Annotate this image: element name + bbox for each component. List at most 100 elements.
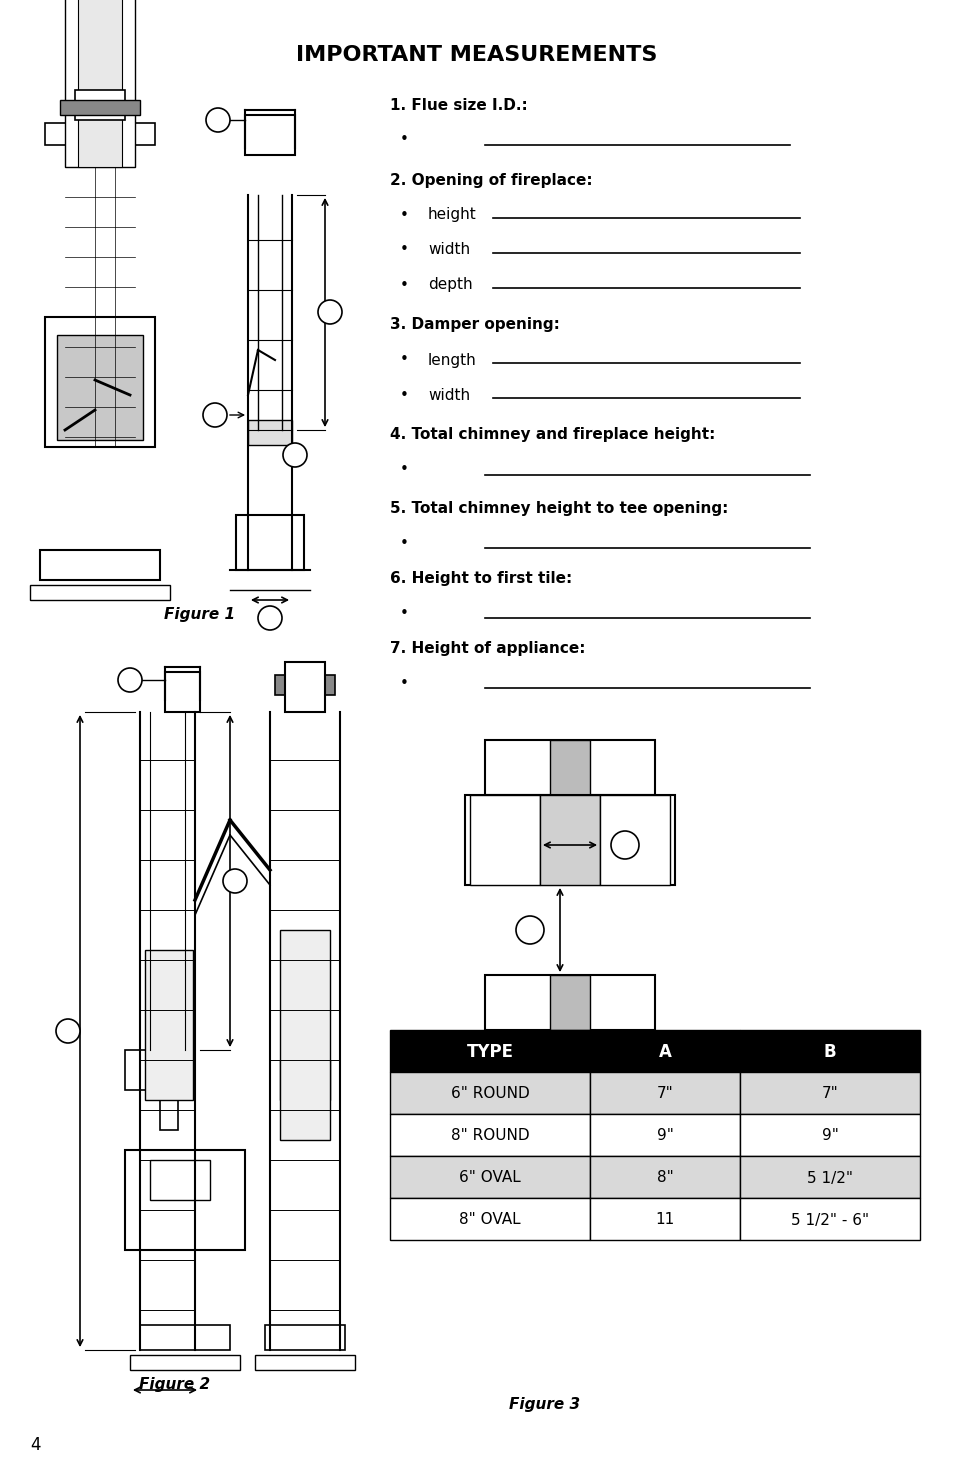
Text: 3. Damper opening:: 3. Damper opening: <box>390 317 559 332</box>
Bar <box>464 795 675 885</box>
Bar <box>274 676 335 695</box>
Text: 6" OVAL: 6" OVAL <box>458 1171 520 1186</box>
Text: 11: 11 <box>655 1212 674 1227</box>
Bar <box>589 1072 740 1114</box>
Bar <box>150 1159 210 1201</box>
Bar <box>145 950 193 1100</box>
Text: •: • <box>399 676 409 690</box>
Text: 6. Height to first tile:: 6. Height to first tile: <box>390 571 572 586</box>
Bar <box>140 1050 194 1090</box>
Bar <box>484 740 655 795</box>
Text: 4: 4 <box>325 305 334 319</box>
Text: 2. Opening of fireplace:: 2. Opening of fireplace: <box>390 173 592 187</box>
Text: 5 1/2" - 6": 5 1/2" - 6" <box>790 1212 868 1227</box>
Text: •: • <box>399 208 409 223</box>
Bar <box>589 1114 740 1156</box>
Bar <box>550 740 589 795</box>
Text: •: • <box>399 535 409 550</box>
Bar <box>484 975 655 1030</box>
Bar <box>45 122 154 145</box>
Text: IMPORTANT MEASUREMENTS: IMPORTANT MEASUREMENTS <box>296 46 657 65</box>
Bar <box>245 115 294 155</box>
Bar <box>589 1030 740 1072</box>
Circle shape <box>206 108 230 131</box>
Text: A: A <box>619 838 630 853</box>
Bar <box>30 586 170 600</box>
Bar <box>740 1072 919 1114</box>
Text: 7. Height of appliance:: 7. Height of appliance: <box>390 640 585 655</box>
Bar <box>589 1156 740 1198</box>
Text: •: • <box>399 353 409 367</box>
Text: 2: 2 <box>265 612 274 624</box>
Bar <box>140 1325 230 1350</box>
Bar <box>265 1325 345 1350</box>
Text: 9": 9" <box>821 1128 838 1143</box>
Bar <box>740 1198 919 1240</box>
Text: 3: 3 <box>211 409 219 422</box>
Text: 6: 6 <box>291 448 299 462</box>
Bar <box>740 1156 919 1198</box>
Text: 1: 1 <box>126 674 134 686</box>
Text: 4. Total chimney and fireplace height:: 4. Total chimney and fireplace height: <box>390 428 715 442</box>
Bar <box>65 0 135 167</box>
Bar <box>740 1114 919 1156</box>
Text: 8" OVAL: 8" OVAL <box>458 1212 520 1227</box>
Text: •: • <box>399 463 409 478</box>
Circle shape <box>56 1019 80 1043</box>
Text: length: length <box>428 353 476 367</box>
Bar <box>235 515 304 569</box>
Text: •: • <box>399 277 409 292</box>
Bar <box>390 1114 589 1156</box>
Bar <box>280 931 330 1140</box>
Bar <box>589 1198 740 1240</box>
Text: 4: 4 <box>30 1437 40 1454</box>
Text: •: • <box>399 388 409 403</box>
Text: 7": 7" <box>821 1087 838 1102</box>
Bar <box>470 795 539 885</box>
Text: 1. Flue size I.D.:: 1. Flue size I.D.: <box>390 97 527 112</box>
Bar <box>254 1356 355 1370</box>
Text: 5: 5 <box>64 1025 72 1037</box>
Bar <box>60 100 140 115</box>
Text: height: height <box>428 208 476 223</box>
Circle shape <box>203 403 227 426</box>
Bar <box>125 1150 245 1249</box>
Text: B: B <box>822 1043 836 1061</box>
Bar <box>57 335 143 440</box>
Bar <box>75 90 125 119</box>
Bar <box>165 673 200 712</box>
Bar <box>280 1061 330 1100</box>
Text: •: • <box>399 242 409 258</box>
Bar <box>390 1072 589 1114</box>
Text: B: B <box>524 923 535 937</box>
Bar <box>40 550 160 580</box>
Circle shape <box>283 442 307 468</box>
Text: •: • <box>399 133 409 148</box>
Bar <box>740 1030 919 1072</box>
Bar <box>539 795 599 885</box>
Text: •: • <box>399 606 409 621</box>
Bar <box>78 0 122 167</box>
Text: 5 1/2": 5 1/2" <box>806 1171 852 1186</box>
Circle shape <box>118 668 142 692</box>
Bar <box>390 1156 589 1198</box>
Bar <box>390 1030 589 1072</box>
Circle shape <box>610 830 639 858</box>
Bar <box>599 795 669 885</box>
Circle shape <box>516 916 543 944</box>
Bar <box>550 975 589 1030</box>
Bar <box>45 317 154 447</box>
Bar <box>125 1050 140 1090</box>
Text: A: A <box>658 1043 671 1061</box>
Bar <box>130 1356 240 1370</box>
Text: Figure 1: Figure 1 <box>164 608 235 622</box>
Text: 4: 4 <box>231 875 239 888</box>
Circle shape <box>317 299 341 324</box>
Text: 7": 7" <box>656 1087 673 1102</box>
Bar <box>285 662 325 712</box>
Text: Figure 3: Figure 3 <box>509 1397 580 1413</box>
Text: 1: 1 <box>213 114 222 127</box>
Text: Figure 2: Figure 2 <box>139 1378 211 1392</box>
Text: width: width <box>428 388 470 403</box>
Circle shape <box>223 869 247 892</box>
